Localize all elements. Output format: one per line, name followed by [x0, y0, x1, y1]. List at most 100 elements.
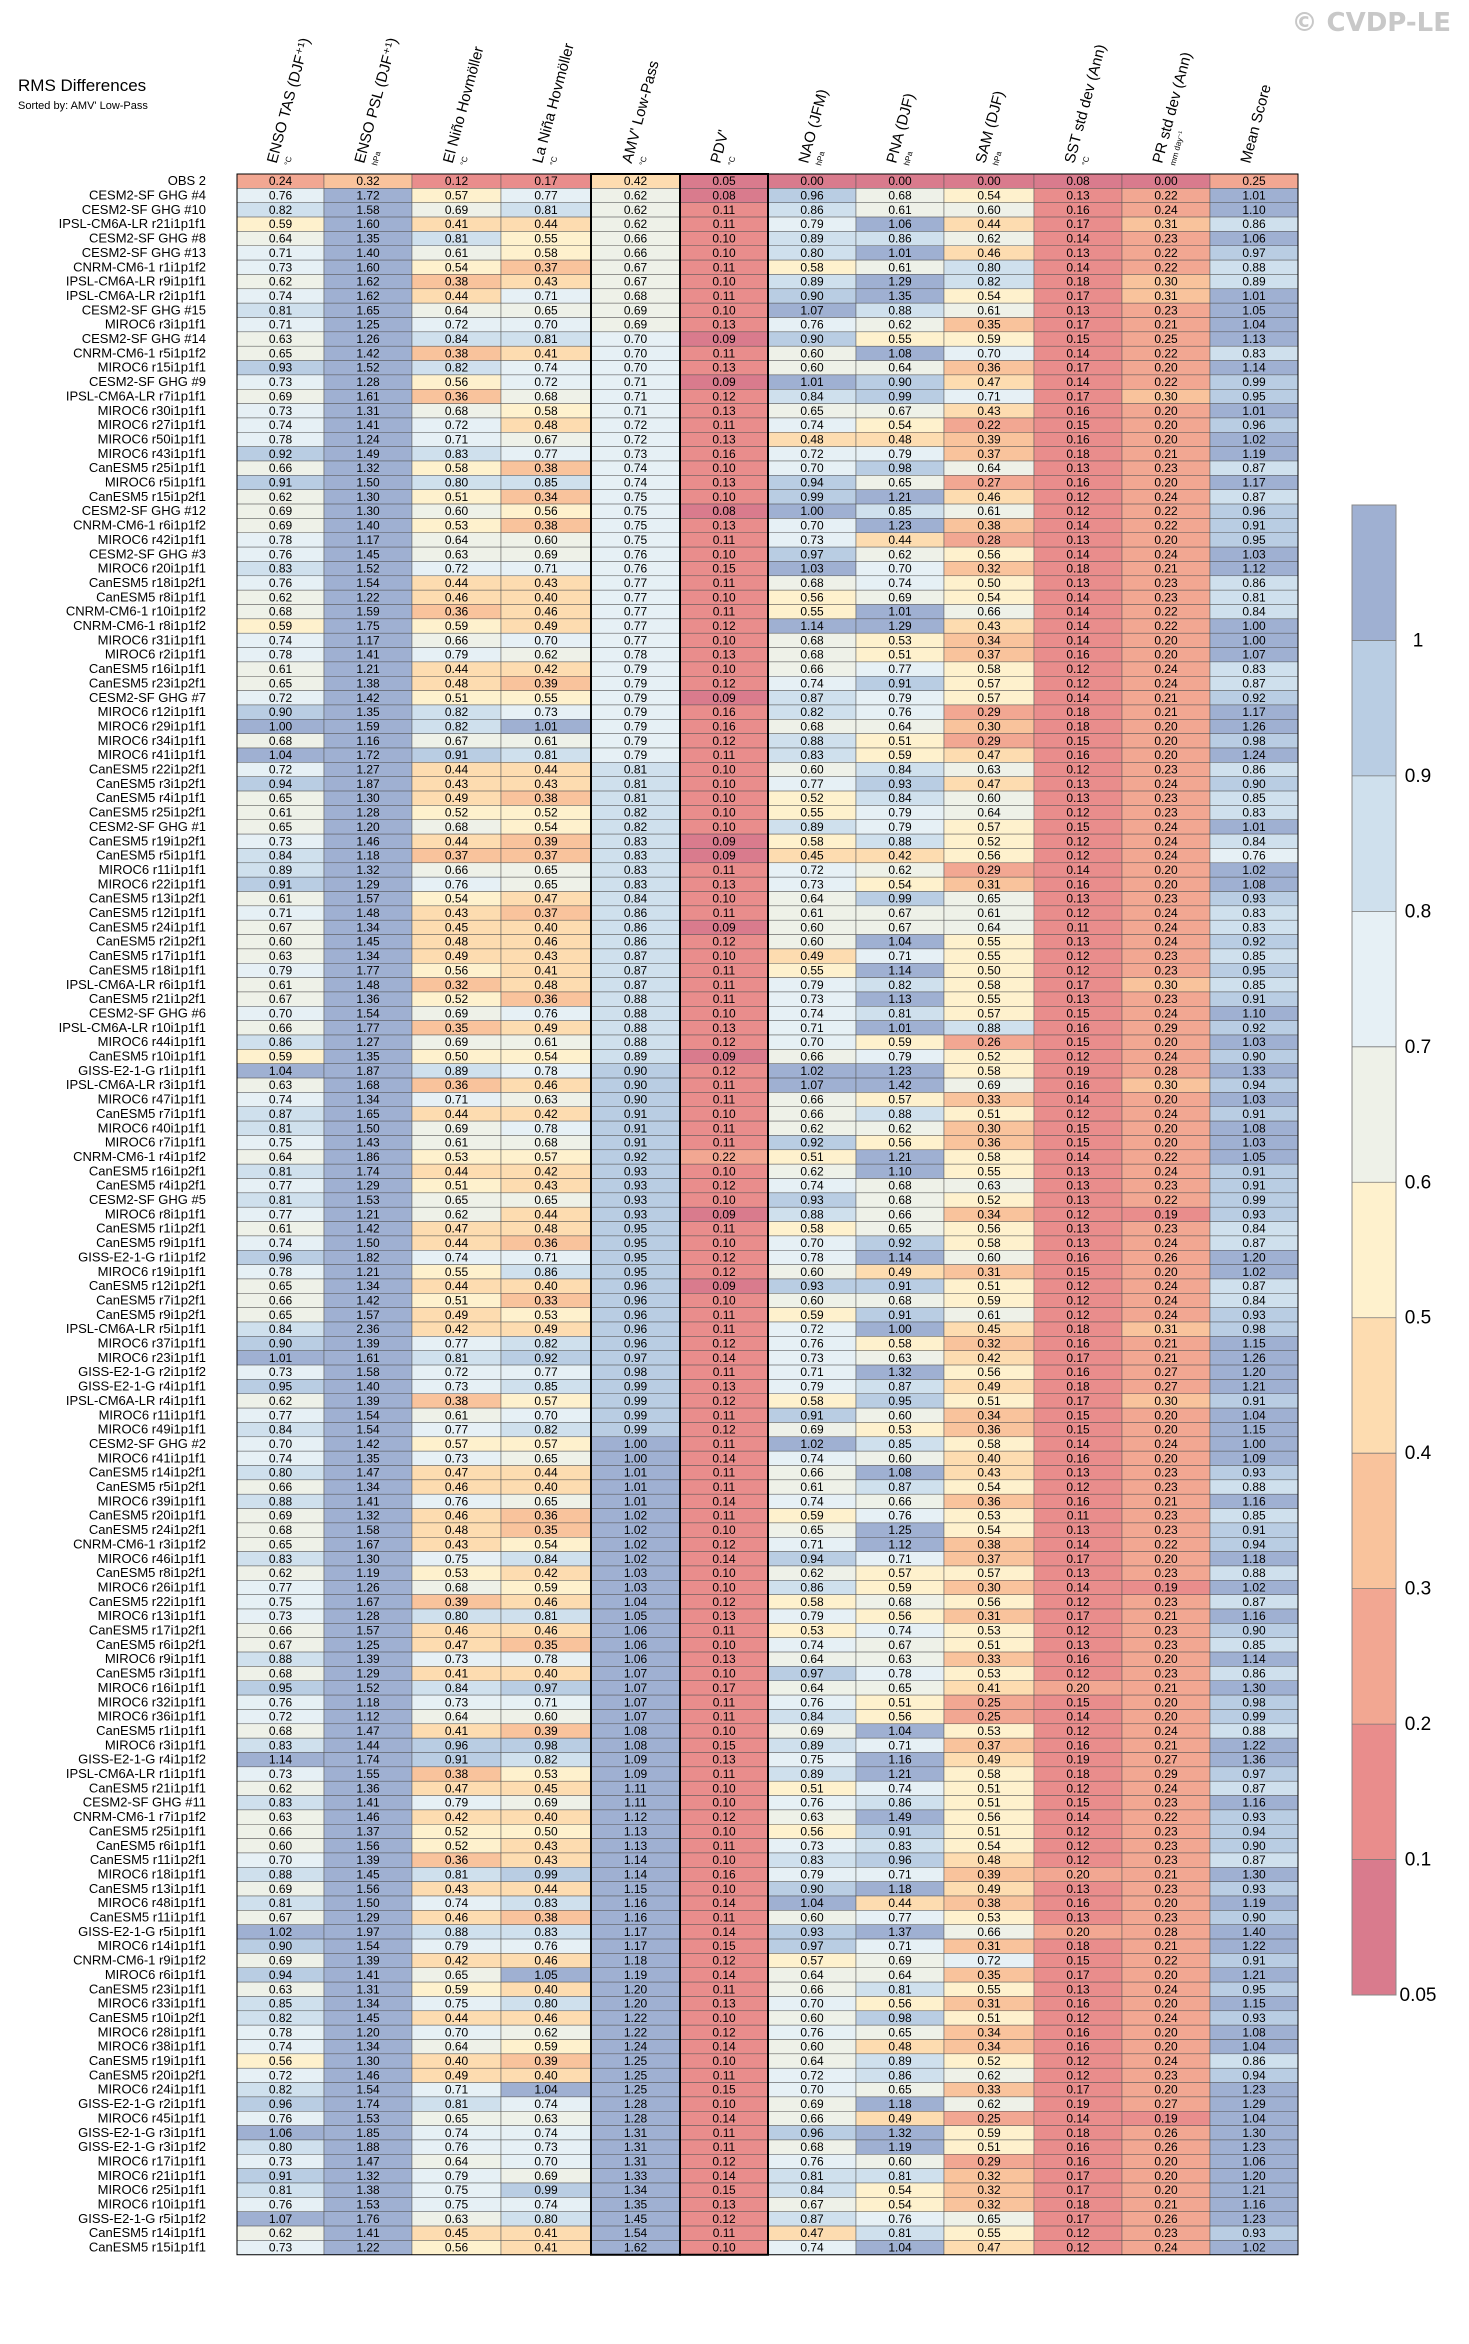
cell-value: 0.23 — [1154, 590, 1178, 604]
cell-value: 0.60 — [800, 361, 824, 375]
cell-value: 0.87 — [624, 978, 648, 992]
cell-value: 0.13 — [1066, 1466, 1090, 1480]
cell-value: 0.74 — [534, 2126, 558, 2140]
cell-value: 0.23 — [1154, 949, 1178, 963]
cell-value: 1.21 — [1242, 2183, 1266, 2197]
colorbar-tick-label: 0.3 — [1405, 1579, 1431, 1600]
cell-value: 0.76 — [888, 1509, 912, 1523]
cell-value: 0.19 — [1066, 2097, 1090, 2111]
cell-value: 0.70 — [534, 633, 558, 647]
cell-value: 0.93 — [888, 777, 912, 791]
cell-value: 1.20 — [1242, 2169, 1266, 2183]
cell-value: 0.59 — [800, 1509, 824, 1523]
cell-value: 0.16 — [1066, 1451, 1090, 1465]
cell-value: 0.77 — [534, 1365, 558, 1379]
cell-value: 0.90 — [269, 1939, 293, 1953]
cell-value: 0.86 — [624, 906, 648, 920]
cell-value: 0.67 — [888, 1638, 912, 1652]
cell-value: 0.13 — [712, 1380, 736, 1394]
cell-value: 0.20 — [1154, 2040, 1178, 2054]
cell-value: 1.04 — [1242, 318, 1266, 332]
cell-value: 0.92 — [624, 1150, 648, 1164]
cell-value: 1.30 — [356, 2054, 380, 2068]
cell-value: 0.11 — [713, 1695, 736, 1709]
cell-value: 1.01 — [1242, 820, 1266, 834]
cell-value: 0.31 — [1154, 289, 1178, 303]
cell-value: 1.07 — [624, 1710, 648, 1724]
cell-value: 1.16 — [624, 1896, 648, 1910]
cell-value: 0.72 — [800, 1322, 824, 1336]
cell-value: 0.70 — [800, 1997, 824, 2011]
cell-value: 0.69 — [445, 1121, 469, 1135]
cell-value: 1.22 — [1242, 1939, 1266, 1953]
cell-value: 0.60 — [800, 2011, 824, 2025]
cell-value: 0.15 — [1066, 1035, 1090, 1049]
cell-value: 1.05 — [534, 1968, 558, 1982]
cell-value: 0.09 — [712, 834, 736, 848]
cell-value: 0.20 — [1154, 648, 1178, 662]
cell-value: 0.87 — [1242, 1853, 1266, 1867]
cell-value: 1.21 — [888, 1150, 912, 1164]
row-label: GISS-E2-1-G r3i1p1f1 — [78, 2125, 206, 2140]
cell-value: 0.89 — [800, 1738, 824, 1752]
row-label: CESM2-SF GHG #12 — [82, 503, 206, 518]
cell-value: 0.62 — [269, 490, 293, 504]
cell-value: 0.96 — [445, 1738, 469, 1752]
cell-value: 0.24 — [1154, 547, 1178, 561]
cell-value: 0.21 — [1154, 1337, 1178, 1351]
cell-value: 0.22 — [1154, 504, 1178, 518]
cell-value: 0.71 — [800, 1537, 824, 1551]
row-label: CanESM5 r18i1p2f1 — [89, 575, 206, 590]
cell-value: 0.51 — [800, 1150, 824, 1164]
cell-value: 0.64 — [445, 533, 469, 547]
cell-value: 0.71 — [888, 1867, 912, 1881]
colorbar-segment — [1352, 775, 1396, 912]
cell-value: 0.68 — [269, 734, 293, 748]
cell-value: 1.15 — [1242, 1423, 1266, 1437]
row-label: CESM2-SF GHG #2 — [89, 1436, 206, 1451]
cell-value: 0.55 — [800, 963, 824, 977]
cell-value: 0.38 — [977, 1537, 1001, 1551]
cell-value: 0.95 — [624, 1236, 648, 1250]
cell-value: 0.61 — [269, 806, 293, 820]
cell-value: 0.61 — [800, 1480, 824, 1494]
cell-value: 1.14 — [269, 1753, 293, 1767]
cell-value: 1.02 — [624, 1509, 648, 1523]
cell-value: 1.16 — [624, 1911, 648, 1925]
row-label: CanESM5 r16i1p1f1 — [89, 661, 206, 676]
cell-value: 1.02 — [624, 1552, 648, 1566]
cell-value: 0.73 — [445, 1652, 469, 1666]
cell-value: 1.52 — [356, 1681, 380, 1695]
row-label: CanESM5 r23i1p2f1 — [89, 675, 206, 690]
cell-value: 0.11 — [713, 748, 736, 762]
cell-value: 0.65 — [534, 303, 558, 317]
cell-value: 0.35 — [445, 1021, 469, 1035]
row-label: CNRM-CM6-1 r10i1p1f2 — [66, 604, 206, 619]
cell-value: 0.43 — [445, 1882, 469, 1896]
cell-value: 0.20 — [1154, 633, 1178, 647]
cell-value: 0.21 — [1154, 562, 1178, 576]
cell-value: 1.00 — [1242, 633, 1266, 647]
cell-value: 0.16 — [1066, 203, 1090, 217]
cell-value: 0.87 — [800, 2212, 824, 2226]
cell-value: 0.41 — [534, 346, 558, 360]
cell-value: 0.77 — [269, 1179, 293, 1193]
cell-value: 0.89 — [1242, 275, 1266, 289]
cell-value: 0.61 — [888, 260, 912, 274]
cell-value: 0.74 — [800, 1006, 824, 1020]
cell-value: 0.10 — [712, 1853, 736, 1867]
cell-value: 0.23 — [1154, 892, 1178, 906]
cell-value: 0.58 — [800, 1394, 824, 1408]
cell-value: 0.12 — [712, 1537, 736, 1551]
cell-value: 0.74 — [445, 2126, 469, 2140]
cell-value: 0.20 — [1154, 2083, 1178, 2097]
cell-value: 0.52 — [445, 992, 469, 1006]
cell-value: 0.88 — [445, 1925, 469, 1939]
cell-value: 0.83 — [800, 1853, 824, 1867]
cell-value: 0.95 — [888, 1394, 912, 1408]
cell-value: 0.91 — [624, 1107, 648, 1121]
cell-value: 0.69 — [977, 1078, 1001, 1092]
cell-value: 0.59 — [977, 332, 1001, 346]
cell-value: 0.47 — [445, 1222, 469, 1236]
cell-value: 0.95 — [1242, 963, 1266, 977]
